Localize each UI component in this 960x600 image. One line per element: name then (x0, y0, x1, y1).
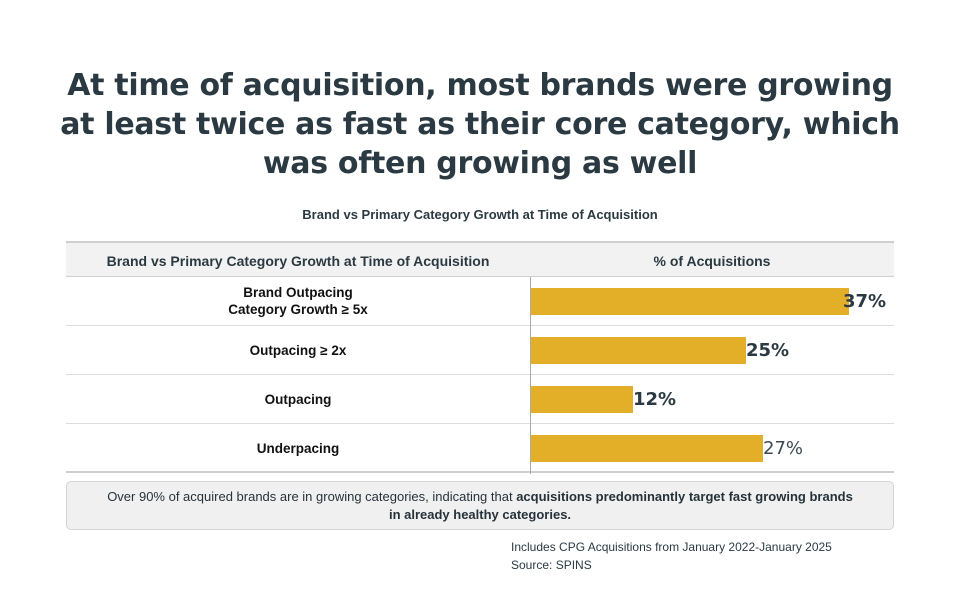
bar (530, 386, 633, 413)
row-category-label: Outpacing (264, 391, 332, 407)
table-header: Brand vs Primary Category Growth at Time… (66, 241, 894, 277)
axis-divider (530, 277, 531, 474)
bar (530, 337, 746, 364)
row-category-label: Outpacing ≥ 2x (249, 342, 347, 358)
footer-source: Source: SPINS (511, 558, 592, 572)
footer: Includes CPG Acquisitions from January 2… (511, 538, 832, 574)
bar-value-label: 12% (633, 389, 677, 410)
page-title: At time of acquisition, most brands were… (60, 68, 900, 181)
insight-note-text: Over 90% of acquired brands are in growi… (107, 489, 517, 504)
bar-table: Brand vs Primary Category Growth at Time… (66, 241, 894, 474)
table-row: Outpacing 12% (66, 375, 894, 424)
insight-note-emphasis: acquisitions predominantly target fast g… (388, 489, 853, 522)
column-header-category: Brand vs Primary Category Growth at Time… (106, 253, 490, 269)
row-category-label: Brand Outpacing Category Growth ≥ 5x (228, 285, 368, 317)
row-category-label: Underpacing (256, 440, 340, 456)
footer-scope: Includes CPG Acquisitions from January 2… (511, 540, 832, 554)
table-row: Outpacing ≥ 2x 25% (66, 326, 894, 375)
bar-value-label: 25% (746, 340, 790, 361)
bar-value-label: 27% (763, 438, 804, 459)
bar (530, 435, 763, 462)
column-header-percent: % of Acquisitions (653, 253, 771, 269)
insight-note: Over 90% of acquired brands are in growi… (66, 481, 894, 530)
bar-value-label: 37% (843, 291, 887, 312)
table-row: Underpacing 27% (66, 424, 894, 473)
chart-title: Brand vs Primary Category Growth at Time… (302, 207, 658, 222)
bar (530, 288, 849, 315)
table-row: Brand Outpacing Category Growth ≥ 5x 37% (66, 277, 894, 326)
